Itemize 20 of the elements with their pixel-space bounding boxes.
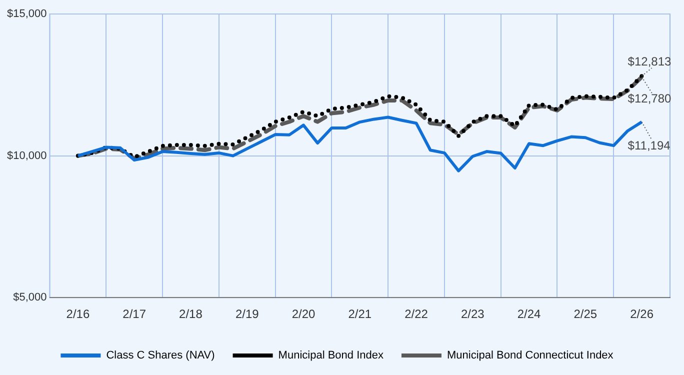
annotation: $11,194: [628, 138, 671, 152]
x-tick-label: 2/18: [179, 307, 203, 322]
x-tick-label: 2/22: [404, 307, 428, 322]
x-tick-label: 2/16: [66, 307, 90, 322]
annotation: $12,780: [628, 91, 672, 106]
annotation: $12,813: [628, 54, 672, 68]
legend-label: Municipal Bond Connecticut Index: [446, 350, 614, 362]
legend-label: Class C Shares (NAV): [106, 350, 215, 362]
x-tick-label: 2/25: [574, 307, 598, 322]
legend-label: Municipal Bond Index: [278, 350, 384, 362]
y-tick-label: $10,000: [6, 150, 47, 162]
x-tick-label: 2/24: [517, 307, 542, 322]
x-tick-label: 2/21: [348, 307, 372, 322]
x-tick-label: 2/23: [460, 307, 485, 322]
x-tick-label: 2/19: [235, 307, 260, 322]
x-tick-label: 2/17: [122, 307, 146, 322]
x-tick-label: 2/20: [292, 307, 316, 322]
x-tick-label: 2/26: [630, 307, 654, 322]
y-tick-label: $15,000: [6, 8, 47, 20]
y-tick-label: $5,000: [13, 292, 47, 304]
